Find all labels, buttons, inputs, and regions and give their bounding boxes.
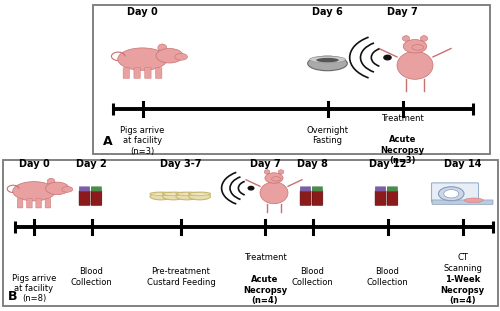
- Text: Overnight
Fasting: Overnight Fasting: [306, 126, 348, 145]
- Ellipse shape: [464, 198, 483, 203]
- FancyBboxPatch shape: [375, 191, 386, 205]
- Text: Pigs arrive
at facility
(n=8): Pigs arrive at facility (n=8): [12, 274, 56, 304]
- Ellipse shape: [190, 193, 208, 195]
- FancyBboxPatch shape: [300, 186, 311, 191]
- FancyBboxPatch shape: [45, 199, 51, 208]
- Ellipse shape: [178, 193, 196, 195]
- Ellipse shape: [176, 193, 198, 200]
- FancyBboxPatch shape: [26, 199, 32, 208]
- Ellipse shape: [175, 53, 188, 60]
- Text: B: B: [8, 290, 17, 303]
- Text: A: A: [102, 135, 112, 148]
- Ellipse shape: [272, 177, 280, 181]
- Ellipse shape: [420, 36, 428, 41]
- Text: Acute
Necropsy
(n=3): Acute Necropsy (n=3): [380, 135, 424, 165]
- Ellipse shape: [62, 186, 73, 192]
- Text: Pigs arrive
at facility
(n=3): Pigs arrive at facility (n=3): [120, 126, 164, 156]
- FancyBboxPatch shape: [387, 191, 398, 205]
- FancyBboxPatch shape: [79, 186, 90, 191]
- Ellipse shape: [118, 48, 167, 70]
- Ellipse shape: [278, 170, 284, 174]
- Text: 1-Week
Necropsy
(n=4): 1-Week Necropsy (n=4): [440, 275, 484, 305]
- Ellipse shape: [264, 170, 270, 174]
- FancyBboxPatch shape: [312, 186, 323, 191]
- Text: Blood
Collection: Blood Collection: [292, 267, 334, 287]
- Ellipse shape: [404, 39, 426, 53]
- Ellipse shape: [310, 56, 346, 63]
- Ellipse shape: [158, 44, 167, 52]
- FancyBboxPatch shape: [91, 186, 102, 191]
- Ellipse shape: [265, 173, 283, 183]
- FancyBboxPatch shape: [92, 5, 490, 154]
- Ellipse shape: [260, 182, 288, 204]
- Text: Day 8: Day 8: [297, 160, 328, 169]
- FancyBboxPatch shape: [432, 200, 493, 204]
- Text: Acute
Necropsy
(n=4): Acute Necropsy (n=4): [243, 275, 287, 305]
- FancyBboxPatch shape: [79, 191, 90, 205]
- Ellipse shape: [412, 44, 424, 50]
- Text: CT
Scanning: CT Scanning: [443, 253, 482, 273]
- FancyBboxPatch shape: [91, 191, 102, 205]
- FancyBboxPatch shape: [300, 191, 311, 205]
- Text: Day 0: Day 0: [18, 160, 50, 169]
- Ellipse shape: [152, 193, 170, 195]
- Text: Day 2: Day 2: [76, 160, 107, 169]
- FancyBboxPatch shape: [387, 186, 398, 191]
- Text: Day 6: Day 6: [312, 7, 343, 17]
- FancyBboxPatch shape: [144, 68, 151, 78]
- FancyBboxPatch shape: [312, 191, 323, 205]
- FancyBboxPatch shape: [156, 68, 162, 78]
- Ellipse shape: [162, 193, 184, 200]
- Text: Blood
Collection: Blood Collection: [70, 267, 112, 287]
- Ellipse shape: [150, 193, 172, 200]
- FancyBboxPatch shape: [134, 68, 140, 78]
- Ellipse shape: [248, 186, 254, 190]
- Text: Day 7: Day 7: [250, 160, 280, 169]
- Text: Day 3-7: Day 3-7: [160, 160, 202, 169]
- FancyBboxPatch shape: [17, 199, 23, 208]
- Ellipse shape: [438, 187, 464, 201]
- FancyBboxPatch shape: [375, 186, 386, 191]
- Text: Day 12: Day 12: [369, 160, 406, 169]
- Ellipse shape: [397, 51, 433, 79]
- Text: Day 0: Day 0: [127, 7, 158, 17]
- Text: Pre-treatment
Custard Feeding: Pre-treatment Custard Feeding: [146, 267, 216, 287]
- Text: Treatment: Treatment: [381, 114, 424, 123]
- Ellipse shape: [308, 56, 348, 71]
- Ellipse shape: [164, 193, 182, 195]
- Ellipse shape: [316, 58, 339, 62]
- Ellipse shape: [47, 178, 55, 185]
- FancyBboxPatch shape: [36, 199, 42, 208]
- Ellipse shape: [444, 190, 459, 198]
- Ellipse shape: [188, 193, 210, 200]
- Ellipse shape: [12, 182, 56, 201]
- FancyBboxPatch shape: [123, 68, 130, 78]
- FancyBboxPatch shape: [2, 160, 498, 306]
- Ellipse shape: [402, 36, 409, 41]
- Text: Blood
Collection: Blood Collection: [366, 267, 408, 287]
- Text: Day 14: Day 14: [444, 160, 481, 169]
- Ellipse shape: [156, 49, 183, 63]
- Ellipse shape: [46, 182, 69, 195]
- FancyBboxPatch shape: [432, 183, 478, 202]
- Text: Day 7: Day 7: [387, 7, 418, 17]
- Ellipse shape: [384, 55, 391, 60]
- Text: Treatment: Treatment: [244, 253, 286, 262]
